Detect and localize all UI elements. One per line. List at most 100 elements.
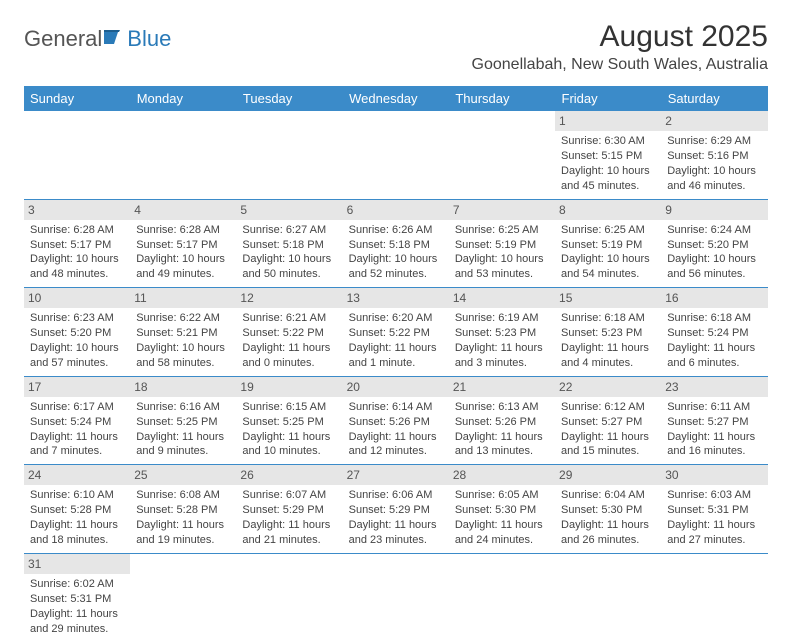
day-sunrise: Sunrise: 6:13 AM (455, 400, 549, 415)
day-number: 2 (661, 111, 767, 131)
day-sunrise: Sunrise: 6:24 AM (667, 223, 761, 238)
flag-icon (104, 26, 126, 52)
day-day2: and 53 minutes. (455, 267, 549, 282)
day-sunset: Sunset: 5:30 PM (561, 503, 655, 518)
day-day2: and 16 minutes. (667, 444, 761, 459)
day-day2: and 48 minutes. (30, 267, 124, 282)
calendar-day-cell: 29 Sunrise: 6:04 AMSunset: 5:30 PMDayligh… (555, 465, 661, 554)
day-sunrise: Sunrise: 6:11 AM (667, 400, 761, 415)
calendar-day-cell: 9 Sunrise: 6:24 AMSunset: 5:20 PMDaylight… (661, 199, 767, 288)
day-number: 16 (661, 288, 767, 308)
day-sunset: Sunset: 5:16 PM (667, 149, 761, 164)
day-sunrise: Sunrise: 6:20 AM (349, 311, 443, 326)
day-day1: Daylight: 10 hours (349, 252, 443, 267)
calendar-week-row: 31Sunrise: 6:02 AMSunset: 5:31 PMDayligh… (24, 553, 768, 641)
day-sunset: Sunset: 5:19 PM (561, 238, 655, 253)
day-sunrise: Sunrise: 6:12 AM (561, 400, 655, 415)
calendar-day-cell (24, 111, 130, 199)
logo-text-general: General (24, 26, 102, 52)
day-day1: Daylight: 10 hours (561, 164, 655, 179)
day-day2: and 23 minutes. (349, 533, 443, 548)
day-day2: and 3 minutes. (455, 356, 549, 371)
calendar-header-cell: Tuesday (236, 86, 342, 111)
day-sunset: Sunset: 5:24 PM (30, 415, 124, 430)
day-number: 5 (236, 200, 342, 220)
day-day1: Daylight: 11 hours (349, 341, 443, 356)
calendar-header-cell: Friday (555, 86, 661, 111)
day-day1: Daylight: 11 hours (136, 518, 230, 533)
day-day1: Daylight: 11 hours (349, 430, 443, 445)
day-day2: and 46 minutes. (667, 179, 761, 194)
day-sunset: Sunset: 5:26 PM (455, 415, 549, 430)
day-sunrise: Sunrise: 6:04 AM (561, 488, 655, 503)
day-number: 21 (449, 377, 555, 397)
day-day1: Daylight: 10 hours (136, 252, 230, 267)
day-sunset: Sunset: 5:17 PM (30, 238, 124, 253)
calendar-header-row: SundayMondayTuesdayWednesdayThursdayFrid… (24, 86, 768, 111)
calendar-day-cell: 11Sunrise: 6:22 AMSunset: 5:21 PMDayligh… (130, 288, 236, 377)
day-sunset: Sunset: 5:20 PM (667, 238, 761, 253)
calendar-day-cell (661, 553, 767, 641)
calendar-day-cell: 16Sunrise: 6:18 AMSunset: 5:24 PMDayligh… (661, 288, 767, 377)
day-day1: Daylight: 10 hours (455, 252, 549, 267)
day-day1: Daylight: 11 hours (349, 518, 443, 533)
day-sunrise: Sunrise: 6:18 AM (561, 311, 655, 326)
calendar-day-cell: 24Sunrise: 6:10 AMSunset: 5:28 PMDayligh… (24, 465, 130, 554)
day-sunset: Sunset: 5:28 PM (30, 503, 124, 518)
day-sunset: Sunset: 5:17 PM (136, 238, 230, 253)
calendar-day-cell: 18Sunrise: 6:16 AMSunset: 5:25 PMDayligh… (130, 376, 236, 465)
calendar-header-cell: Monday (130, 86, 236, 111)
day-day1: Daylight: 11 hours (455, 430, 549, 445)
day-day2: and 0 minutes. (242, 356, 336, 371)
calendar-day-cell: 12Sunrise: 6:21 AMSunset: 5:22 PMDayligh… (236, 288, 342, 377)
day-day1: Daylight: 11 hours (561, 430, 655, 445)
day-day2: and 56 minutes. (667, 267, 761, 282)
day-number: 29 (555, 465, 661, 485)
day-sunset: Sunset: 5:18 PM (242, 238, 336, 253)
day-day1: Daylight: 11 hours (30, 607, 124, 622)
calendar-day-cell: 15Sunrise: 6:18 AMSunset: 5:23 PMDayligh… (555, 288, 661, 377)
day-day1: Daylight: 11 hours (561, 341, 655, 356)
day-number: 26 (236, 465, 342, 485)
calendar-day-cell: 21 Sunrise: 6:13 AMSunset: 5:26 PMDayligh… (449, 376, 555, 465)
calendar-day-cell: 4Sunrise: 6:28 AMSunset: 5:17 PMDaylight… (130, 199, 236, 288)
calendar-day-cell: 22Sunrise: 6:12 AMSunset: 5:27 PMDayligh… (555, 376, 661, 465)
day-number: 31 (24, 554, 130, 574)
day-day2: and 58 minutes. (136, 356, 230, 371)
title-block: August 2025 Goonellabah, New South Wales… (472, 20, 768, 74)
day-day1: Daylight: 11 hours (561, 518, 655, 533)
day-sunrise: Sunrise: 6:26 AM (349, 223, 443, 238)
calendar-table: SundayMondayTuesdayWednesdayThursdayFrid… (24, 86, 768, 641)
calendar-header-cell: Thursday (449, 86, 555, 111)
calendar-day-cell (236, 111, 342, 199)
day-day2: and 1 minute. (349, 356, 443, 371)
day-sunrise: Sunrise: 6:28 AM (136, 223, 230, 238)
day-number: 25 (130, 465, 236, 485)
day-number: 28 (449, 465, 555, 485)
day-sunset: Sunset: 5:19 PM (455, 238, 549, 253)
calendar-day-cell: 2Sunrise: 6:29 AMSunset: 5:16 PMDaylight… (661, 111, 767, 199)
day-day2: and 29 minutes. (30, 622, 124, 637)
day-sunset: Sunset: 5:15 PM (561, 149, 655, 164)
day-sunrise: Sunrise: 6:02 AM (30, 577, 124, 592)
day-sunset: Sunset: 5:25 PM (136, 415, 230, 430)
day-number: 8 (555, 200, 661, 220)
calendar-day-cell: 6Sunrise: 6:26 AMSunset: 5:18 PMDaylight… (343, 199, 449, 288)
day-number: 9 (661, 200, 767, 220)
day-number: 15 (555, 288, 661, 308)
calendar-day-cell (449, 553, 555, 641)
calendar-week-row: 3Sunrise: 6:28 AMSunset: 5:17 PMDaylight… (24, 199, 768, 288)
calendar-header-cell: Saturday (661, 86, 767, 111)
day-day1: Daylight: 10 hours (667, 252, 761, 267)
day-number: 19 (236, 377, 342, 397)
day-day2: and 45 minutes. (561, 179, 655, 194)
day-sunrise: Sunrise: 6:17 AM (30, 400, 124, 415)
day-sunset: Sunset: 5:27 PM (561, 415, 655, 430)
day-sunrise: Sunrise: 6:06 AM (349, 488, 443, 503)
day-day2: and 13 minutes. (455, 444, 549, 459)
calendar-day-cell (236, 553, 342, 641)
day-sunrise: Sunrise: 6:14 AM (349, 400, 443, 415)
day-sunrise: Sunrise: 6:23 AM (30, 311, 124, 326)
day-day1: Daylight: 11 hours (30, 518, 124, 533)
day-sunrise: Sunrise: 6:30 AM (561, 134, 655, 149)
